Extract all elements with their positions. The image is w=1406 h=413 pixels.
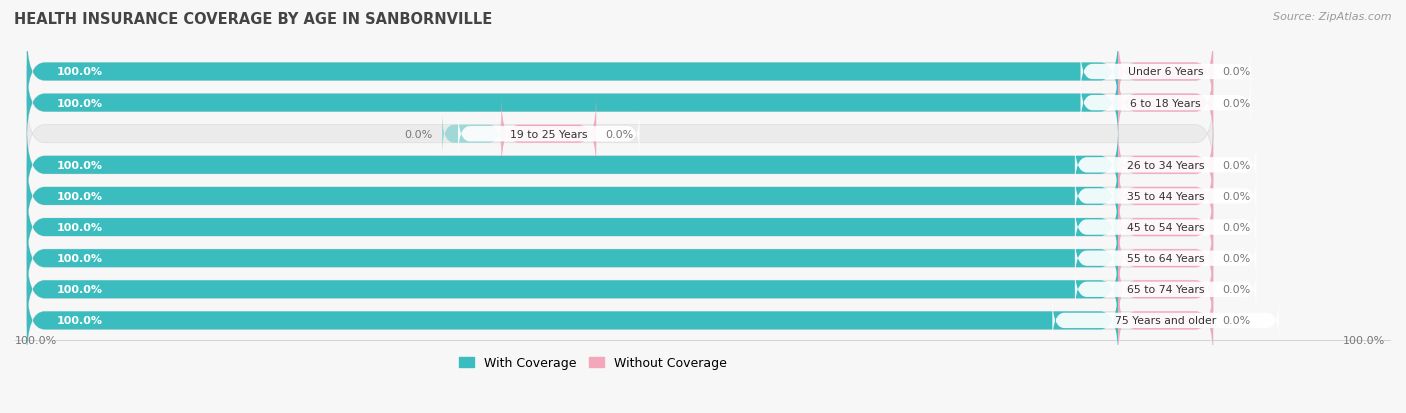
Text: 19 to 25 Years: 19 to 25 Years — [510, 129, 588, 139]
FancyBboxPatch shape — [1118, 35, 1213, 110]
FancyBboxPatch shape — [502, 97, 596, 172]
Text: Under 6 Years: Under 6 Years — [1128, 67, 1204, 77]
Text: 100.0%: 100.0% — [56, 254, 103, 263]
Text: 100.0%: 100.0% — [1343, 335, 1385, 345]
Text: 0.0%: 0.0% — [1223, 223, 1251, 233]
FancyBboxPatch shape — [27, 252, 1118, 327]
FancyBboxPatch shape — [1052, 297, 1279, 344]
Text: 100.0%: 100.0% — [15, 335, 58, 345]
FancyBboxPatch shape — [1118, 283, 1213, 358]
Text: 0.0%: 0.0% — [606, 129, 634, 139]
Text: 100.0%: 100.0% — [56, 160, 103, 171]
FancyBboxPatch shape — [27, 283, 1118, 358]
FancyBboxPatch shape — [1118, 190, 1213, 265]
Text: 0.0%: 0.0% — [1223, 285, 1251, 294]
FancyBboxPatch shape — [1074, 266, 1257, 313]
FancyBboxPatch shape — [27, 128, 1118, 203]
Text: 100.0%: 100.0% — [56, 67, 103, 77]
FancyBboxPatch shape — [27, 66, 1118, 141]
Text: 0.0%: 0.0% — [1223, 254, 1251, 263]
Text: 0.0%: 0.0% — [405, 129, 433, 139]
Text: 100.0%: 100.0% — [56, 192, 103, 202]
Text: 26 to 34 Years: 26 to 34 Years — [1126, 160, 1205, 171]
FancyBboxPatch shape — [1118, 128, 1213, 203]
FancyBboxPatch shape — [27, 283, 1213, 358]
Text: 0.0%: 0.0% — [1223, 67, 1251, 77]
Text: 100.0%: 100.0% — [56, 285, 103, 294]
Text: 0.0%: 0.0% — [1223, 192, 1251, 202]
Text: 45 to 54 Years: 45 to 54 Years — [1126, 223, 1205, 233]
FancyBboxPatch shape — [27, 190, 1118, 265]
FancyBboxPatch shape — [27, 221, 1118, 296]
FancyBboxPatch shape — [27, 35, 1118, 110]
Text: 0.0%: 0.0% — [1223, 316, 1251, 325]
FancyBboxPatch shape — [27, 159, 1213, 234]
FancyBboxPatch shape — [1074, 235, 1257, 282]
FancyBboxPatch shape — [1074, 142, 1257, 189]
Text: 6 to 18 Years: 6 to 18 Years — [1130, 98, 1201, 108]
Text: 0.0%: 0.0% — [1223, 98, 1251, 108]
Text: 0.0%: 0.0% — [1223, 160, 1251, 171]
FancyBboxPatch shape — [1118, 252, 1213, 327]
FancyBboxPatch shape — [1080, 80, 1251, 127]
FancyBboxPatch shape — [1118, 159, 1213, 234]
Text: 100.0%: 100.0% — [56, 223, 103, 233]
Legend: With Coverage, Without Coverage: With Coverage, Without Coverage — [454, 351, 733, 375]
Text: 35 to 44 Years: 35 to 44 Years — [1126, 192, 1205, 202]
Text: 100.0%: 100.0% — [56, 98, 103, 108]
FancyBboxPatch shape — [27, 35, 1213, 110]
Text: Source: ZipAtlas.com: Source: ZipAtlas.com — [1274, 12, 1392, 22]
Text: 65 to 74 Years: 65 to 74 Years — [1126, 285, 1205, 294]
FancyBboxPatch shape — [27, 128, 1213, 203]
FancyBboxPatch shape — [27, 252, 1213, 327]
FancyBboxPatch shape — [1118, 221, 1213, 296]
Text: 55 to 64 Years: 55 to 64 Years — [1126, 254, 1205, 263]
FancyBboxPatch shape — [1074, 173, 1257, 220]
Text: 75 Years and older: 75 Years and older — [1115, 316, 1216, 325]
FancyBboxPatch shape — [27, 190, 1213, 265]
FancyBboxPatch shape — [27, 97, 1213, 172]
FancyBboxPatch shape — [27, 66, 1213, 141]
FancyBboxPatch shape — [458, 111, 640, 158]
FancyBboxPatch shape — [441, 112, 502, 157]
FancyBboxPatch shape — [1080, 49, 1251, 96]
Text: HEALTH INSURANCE COVERAGE BY AGE IN SANBORNVILLE: HEALTH INSURANCE COVERAGE BY AGE IN SANB… — [14, 12, 492, 27]
Text: 100.0%: 100.0% — [56, 316, 103, 325]
FancyBboxPatch shape — [27, 221, 1213, 296]
FancyBboxPatch shape — [1074, 204, 1257, 251]
FancyBboxPatch shape — [1118, 66, 1213, 141]
FancyBboxPatch shape — [27, 159, 1118, 234]
